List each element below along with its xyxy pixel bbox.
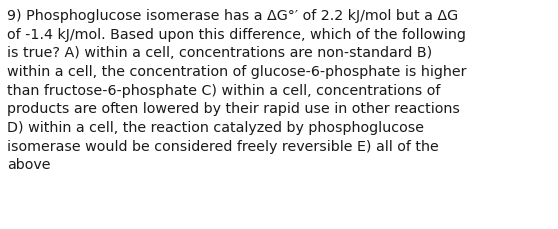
- Text: 9) Phosphoglucose isomerase has a ΔG°′ of 2.2 kJ/mol but a ΔG
of -1.4 kJ/mol. Ba: 9) Phosphoglucose isomerase has a ΔG°′ o…: [7, 9, 466, 172]
